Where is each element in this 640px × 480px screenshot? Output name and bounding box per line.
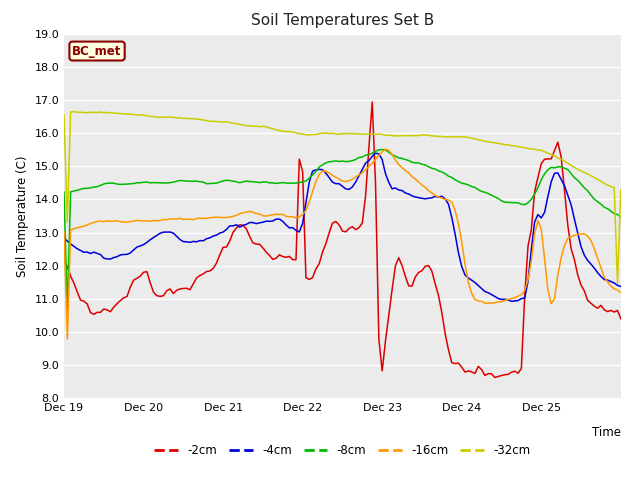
Title: Soil Temperatures Set B: Soil Temperatures Set B: [251, 13, 434, 28]
Text: BC_met: BC_met: [72, 45, 122, 58]
Legend: -2cm, -4cm, -8cm, -16cm, -32cm: -2cm, -4cm, -8cm, -16cm, -32cm: [150, 439, 535, 462]
Y-axis label: Soil Temperature (C): Soil Temperature (C): [16, 155, 29, 277]
Text: Time: Time: [592, 426, 621, 439]
